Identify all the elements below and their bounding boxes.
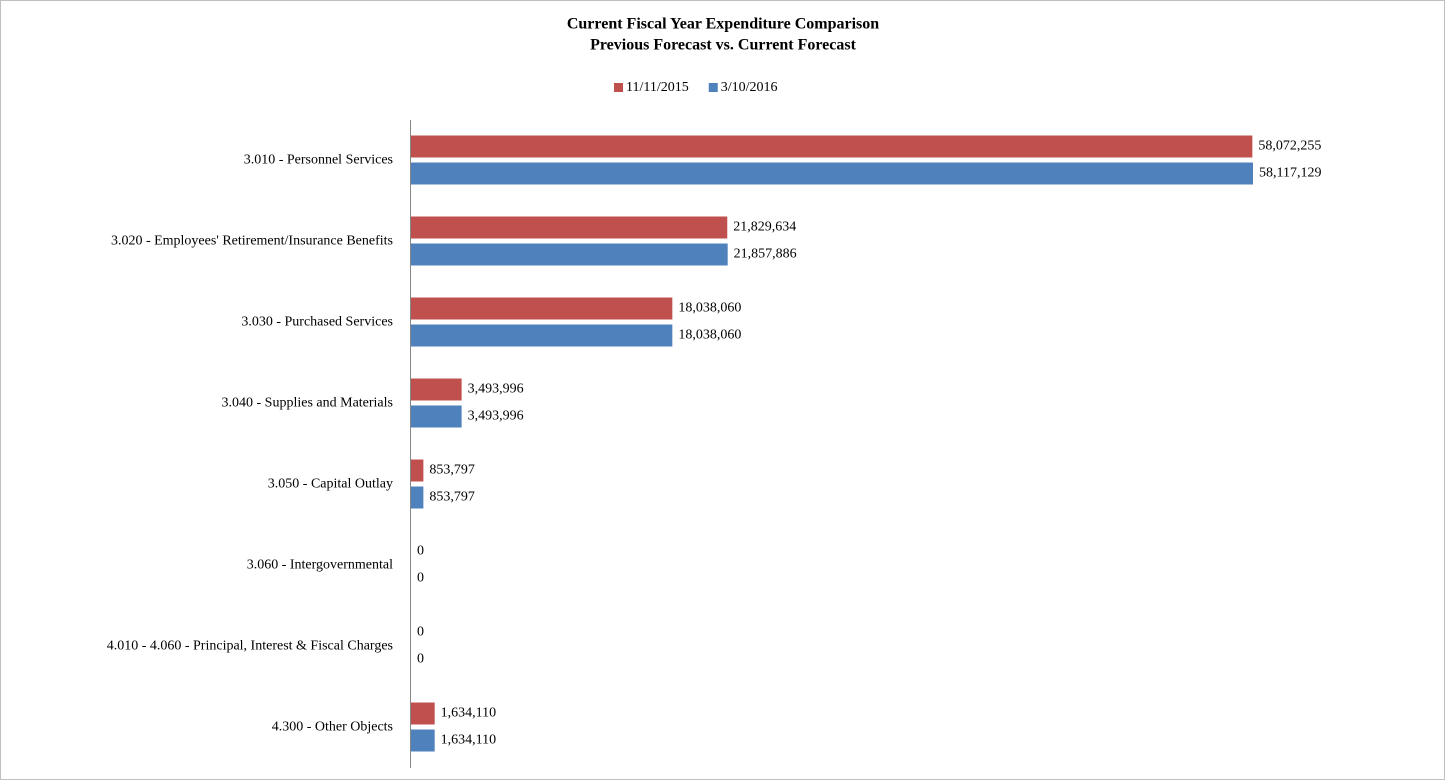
data-label: 0 <box>417 652 424 667</box>
legend-label: 11/11/2015 <box>626 80 689 95</box>
data-label: 1,634,110 <box>441 733 496 748</box>
data-label: 58,072,255 <box>1258 139 1321 154</box>
bar <box>411 405 462 428</box>
bar <box>411 216 728 239</box>
chart-subtitle: Previous Forecast vs. Current Forecast <box>590 37 857 54</box>
legend-swatch <box>614 83 623 92</box>
bar <box>411 702 435 725</box>
data-label: 853,797 <box>429 463 475 478</box>
data-label: 58,117,129 <box>1259 166 1321 181</box>
legend-label: 3/10/2016 <box>721 80 778 95</box>
bar <box>411 162 1253 185</box>
legend-swatch <box>708 83 718 92</box>
y-tick-label: 4.010 - 4.060 - Principal, Interest & Fi… <box>107 639 393 654</box>
bar <box>411 486 424 509</box>
data-label: 0 <box>417 625 424 640</box>
y-tick-label: 3.010 - Personnel Services <box>244 153 393 168</box>
y-tick-label: 4.300 - Other Objects <box>272 720 393 735</box>
data-label: 3,493,996 <box>468 382 524 397</box>
data-label: 853,797 <box>429 490 475 505</box>
bar <box>411 297 673 320</box>
y-tick-label: 3.040 - Supplies and Materials <box>222 396 393 411</box>
data-label: 0 <box>417 544 424 559</box>
chart-title: Current Fiscal Year Expenditure Comparis… <box>567 16 879 33</box>
data-label: 1,634,110 <box>441 706 496 721</box>
bar <box>411 135 1253 158</box>
y-tick-label: 3.060 - Intergovernmental <box>247 558 393 573</box>
data-label: 21,829,634 <box>733 220 796 235</box>
bar <box>411 459 424 482</box>
y-tick-label: 3.020 - Employees' Retirement/Insurance … <box>111 234 393 249</box>
data-label: 18,038,060 <box>678 328 741 343</box>
bar <box>411 324 673 347</box>
bar <box>411 243 728 266</box>
data-label: 0 <box>417 571 424 586</box>
y-tick-label: 3.030 - Purchased Services <box>241 315 393 330</box>
data-label: 18,038,060 <box>678 301 741 316</box>
data-label: 21,857,886 <box>734 247 797 262</box>
data-label: 3,493,996 <box>468 409 524 424</box>
bar <box>411 729 435 752</box>
y-tick-label: 3.050 - Capital Outlay <box>268 477 393 492</box>
bar <box>411 378 462 401</box>
